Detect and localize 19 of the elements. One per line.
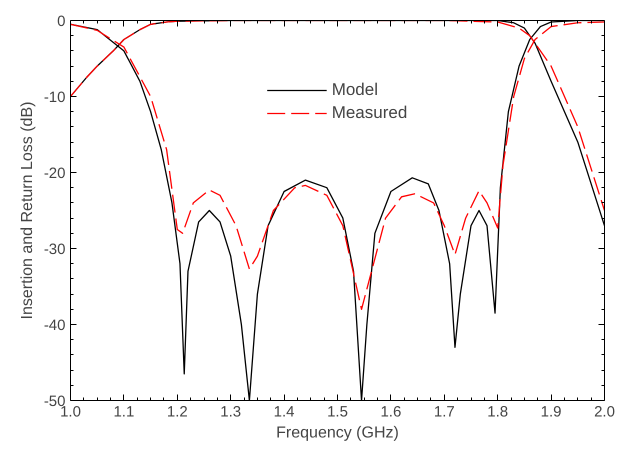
x-tick-label: 1.2: [166, 404, 188, 420]
x-tick-label: 1.3: [220, 404, 242, 420]
x-axis-title: Frequency (GHz): [276, 424, 399, 442]
x-tick-label: 1.5: [327, 404, 348, 420]
y-tick-label: -20: [44, 165, 66, 182]
y-tick-label: -40: [44, 317, 66, 334]
x-tick-label: 1.1: [113, 404, 134, 420]
y-tick-label: -10: [44, 89, 66, 106]
legend-label: Model: [332, 80, 378, 100]
x-tick-label: 1.9: [540, 404, 562, 420]
y-axis-title: Insertion and Return Loss (dB): [18, 102, 36, 320]
legend-label: Measured: [332, 103, 408, 123]
x-tick-label: 1.4: [274, 404, 295, 420]
x-tick-label: 2.0: [594, 404, 615, 420]
y-tick-label: 0: [57, 13, 66, 30]
y-tick-label: -30: [44, 241, 66, 258]
x-tick-label: 1.8: [487, 404, 508, 420]
x-tick-label: 1.6: [380, 404, 402, 420]
x-tick-label: 1.7: [434, 404, 455, 420]
